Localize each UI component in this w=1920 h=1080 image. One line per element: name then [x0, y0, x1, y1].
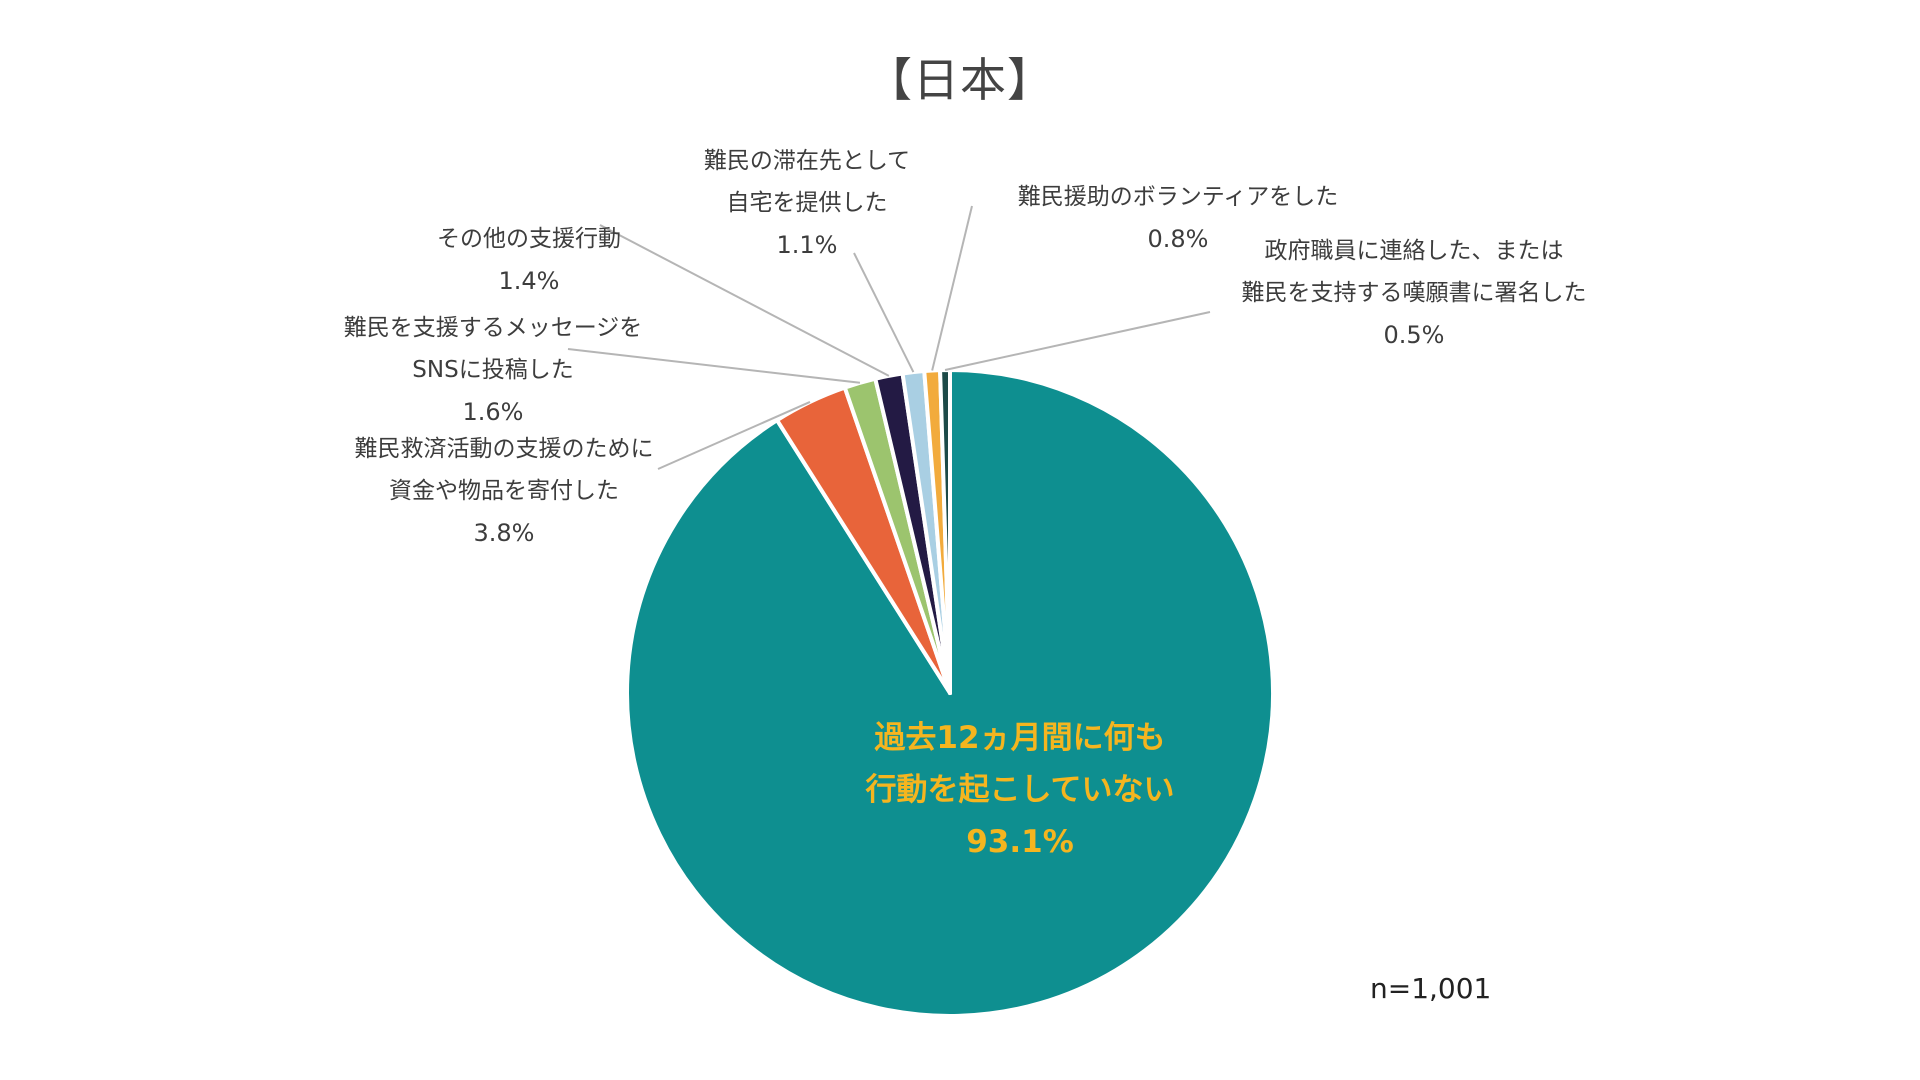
main-slice-label: 過去12ヵ月間に何も 行動を起こしていない 93.1% — [865, 712, 1174, 868]
leader-line — [657, 401, 811, 470]
sample-size: n=1,001 — [1370, 972, 1492, 1005]
leader-line — [944, 311, 1211, 372]
slice-label-sns: 難民を支援するメッセージを SNSに投稿した 1.6% — [344, 307, 643, 433]
slice-label-line: 難民の滞在先として — [703, 148, 911, 174]
slice-value: 0.8% — [1147, 225, 1209, 253]
slice-label-other: その他の支援行動 1.4% — [437, 218, 621, 302]
slice-label-petition: 政府職員に連絡した、または 難民を支持する嘆願書に署名した 0.5% — [1242, 230, 1587, 356]
chart-title: 【日本】 — [866, 53, 1054, 107]
leader-line — [599, 224, 890, 377]
slice-petition — [938, 367, 952, 695]
slice-label-line: SNSに投稿した — [412, 357, 574, 383]
slice-label-line: 難民を支持する嘆願書に署名した — [1241, 280, 1587, 306]
slice-label-line: 自宅を提供した — [726, 190, 888, 216]
main-slice-label-line-2: 行動を起こしていない — [865, 772, 1175, 808]
slice-value: 1.4% — [498, 267, 560, 295]
leader-line — [567, 348, 861, 384]
main-slice-label-line-1: 過去12ヵ月間に何も — [874, 720, 1166, 756]
slice-label-line: 難民を支援するメッセージを — [343, 315, 643, 341]
slice-value: 1.1% — [776, 231, 838, 259]
slice-value: 1.6% — [462, 398, 524, 426]
slice-value: 0.5% — [1383, 321, 1445, 349]
leader-line — [853, 252, 915, 373]
main-slice-value: 93.1% — [966, 824, 1074, 860]
slice-label-line: 難民援助のボランティアをした — [1017, 184, 1339, 210]
slice-label-line: 政府職員に連絡した、または — [1264, 238, 1564, 264]
slice-label-housing: 難民の滞在先として 自宅を提供した 1.1% — [704, 140, 910, 266]
slice-value: 3.8% — [473, 519, 535, 547]
slice-label-volunteer: 難民援助のボランティアをした 0.8% — [1018, 176, 1339, 260]
slice-label-donation: 難民救済活動の支援のために 資金や物品を寄付した 3.8% — [355, 428, 654, 554]
leader-line — [931, 205, 973, 371]
slice-label-line: 難民救済活動の支援のために — [354, 436, 654, 462]
slice-label-line: 資金や物品を寄付した — [389, 478, 619, 504]
slice-label-line: その他の支援行動 — [437, 226, 621, 252]
